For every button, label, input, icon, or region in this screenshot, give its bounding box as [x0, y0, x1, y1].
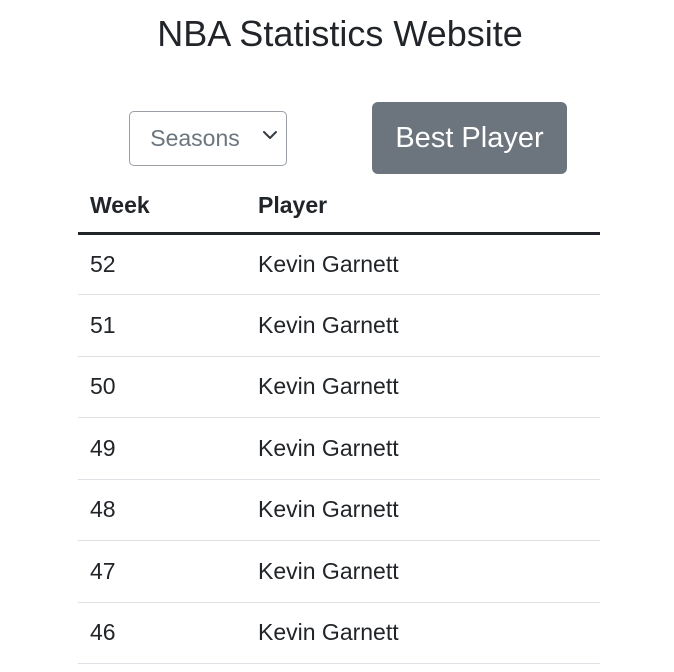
table-row: 52 Kevin Garnett [78, 233, 600, 295]
week-cell: 47 [78, 540, 246, 603]
player-cell: Kevin Garnett [246, 356, 600, 418]
table-row: 50 Kevin Garnett [78, 356, 600, 418]
player-cell: Kevin Garnett [246, 417, 600, 480]
week-cell: 50 [78, 356, 246, 418]
table-row: 47 Kevin Garnett [78, 540, 600, 603]
seasons-select[interactable]: Seasons [129, 111, 287, 166]
week-cell: 49 [78, 417, 246, 480]
chevron-down-icon [262, 130, 277, 139]
page-title: NBA Statistics Website [157, 13, 523, 54]
player-cell: Kevin Garnett [246, 294, 600, 357]
table-header-row: Week Player [78, 180, 600, 235]
week-cell: 48 [78, 479, 246, 541]
weeks-table: Week Player 52 Kevin Garnett 51 Kevin Ga… [78, 180, 600, 664]
column-header-player: Player [246, 180, 600, 235]
player-cell: Kevin Garnett [246, 233, 600, 295]
player-cell: Kevin Garnett [246, 540, 600, 603]
table-row: 51 Kevin Garnett [78, 294, 600, 357]
week-cell: 52 [78, 233, 246, 295]
table-row: 49 Kevin Garnett [78, 417, 600, 480]
player-cell: Kevin Garnett [246, 602, 600, 664]
seasons-select-value: Seasons [150, 125, 240, 151]
week-cell: 51 [78, 294, 246, 357]
player-cell: Kevin Garnett [246, 479, 600, 541]
best-player-button[interactable]: Best Player [372, 102, 567, 174]
table-row: 46 Kevin Garnett [78, 602, 600, 664]
table-row: 48 Kevin Garnett [78, 479, 600, 541]
column-header-week: Week [78, 180, 246, 235]
week-cell: 46 [78, 602, 246, 664]
